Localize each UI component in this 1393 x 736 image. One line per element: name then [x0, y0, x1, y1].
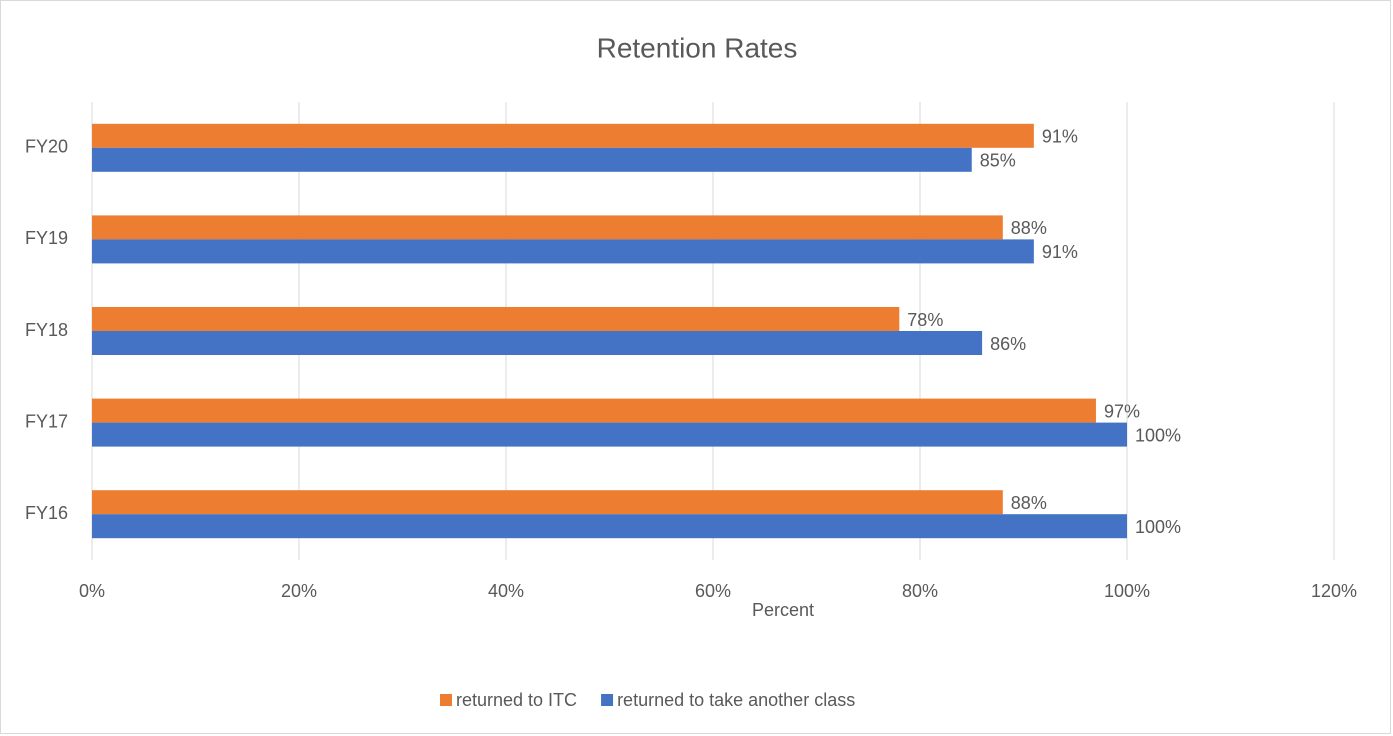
bar — [92, 422, 1127, 447]
bar — [92, 239, 1034, 264]
data-label: 85% — [980, 151, 1016, 171]
legend-swatch — [601, 694, 614, 706]
x-axis-label: Percent — [752, 600, 814, 620]
bar — [92, 490, 1003, 515]
legend-label: returned to take another class — [617, 690, 855, 710]
legend-label: returned to ITC — [456, 690, 577, 710]
bar — [92, 215, 1003, 240]
y-tick-label: FY18 — [25, 320, 68, 340]
chart-title: Retention Rates — [597, 32, 798, 63]
data-label: 86% — [990, 334, 1026, 354]
data-label: 91% — [1042, 242, 1078, 262]
y-tick-label: FY19 — [25, 228, 68, 248]
data-label: 78% — [907, 310, 943, 330]
data-label: 91% — [1042, 127, 1078, 147]
x-tick-label: 0% — [79, 581, 105, 601]
x-tick-label: 40% — [488, 581, 524, 601]
x-tick-label: 100% — [1104, 581, 1150, 601]
bar — [92, 331, 983, 355]
data-label: 97% — [1104, 401, 1140, 421]
bar — [92, 123, 1034, 148]
bar — [92, 307, 900, 331]
bar — [92, 147, 972, 172]
y-tick-label: FY16 — [25, 503, 68, 523]
bar — [92, 514, 1127, 539]
x-tick-label: 80% — [902, 581, 938, 601]
y-tick-label: FY17 — [25, 411, 68, 431]
bar — [92, 398, 1096, 423]
data-label: 88% — [1011, 218, 1047, 238]
data-label: 100% — [1135, 425, 1181, 445]
legend-swatch — [440, 694, 452, 706]
y-tick-label: FY20 — [25, 137, 68, 157]
data-label: 100% — [1135, 517, 1181, 537]
x-tick-label: 120% — [1311, 581, 1357, 601]
x-tick-label: 20% — [281, 581, 317, 601]
x-tick-label: 60% — [695, 581, 731, 601]
data-label: 88% — [1011, 493, 1047, 513]
